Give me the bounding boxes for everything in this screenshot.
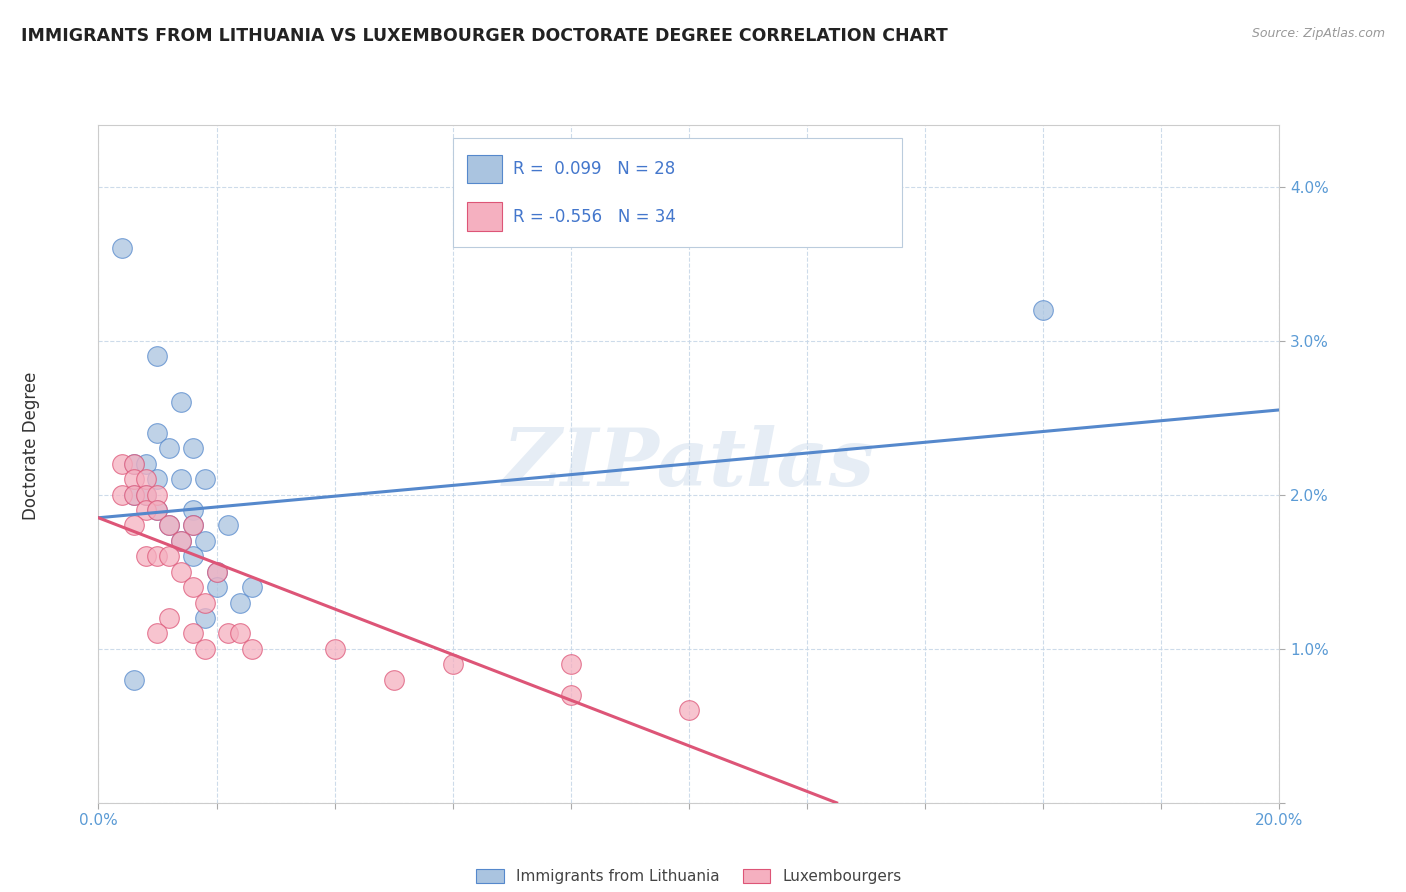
Point (122, 673, 145, 687)
Point (157, 549, 180, 564)
Point (1032, 302, 1054, 317)
Point (217, 626, 239, 640)
Point (229, 595, 252, 609)
Point (170, 533, 193, 548)
Point (111, 457, 134, 471)
Point (560, 657, 582, 672)
Point (217, 518, 239, 533)
Point (194, 472, 217, 486)
Point (146, 488, 169, 502)
Point (135, 549, 157, 564)
Point (122, 472, 145, 486)
Text: ZIPatlas: ZIPatlas (503, 425, 875, 502)
Point (194, 533, 217, 548)
Point (441, 657, 464, 672)
Point (194, 611, 217, 625)
Point (146, 349, 169, 363)
Point (122, 457, 145, 471)
Point (146, 503, 169, 517)
Point (170, 565, 193, 579)
Point (111, 241, 134, 255)
Point (157, 518, 180, 533)
Point (157, 611, 180, 625)
Text: Doctorate Degree: Doctorate Degree (22, 372, 39, 520)
Legend: Immigrants from Lithuania, Luxembourgers: Immigrants from Lithuania, Luxembourgers (470, 863, 908, 890)
Point (135, 488, 157, 502)
Point (111, 488, 134, 502)
Text: R =  0.099   N = 28: R = 0.099 N = 28 (513, 160, 675, 178)
Point (146, 626, 169, 640)
Point (157, 442, 180, 456)
Point (382, 673, 405, 687)
Point (194, 595, 217, 609)
Point (170, 533, 193, 548)
Point (678, 703, 700, 717)
Point (205, 565, 228, 579)
Point (181, 580, 204, 594)
Point (181, 549, 204, 564)
Point (122, 518, 145, 533)
Point (205, 580, 228, 594)
Point (157, 518, 180, 533)
Point (181, 518, 204, 533)
Point (135, 503, 157, 517)
Point (135, 488, 157, 502)
Text: Source: ZipAtlas.com: Source: ZipAtlas.com (1251, 27, 1385, 40)
Point (240, 580, 263, 594)
Point (122, 457, 145, 471)
Point (181, 626, 204, 640)
Point (560, 688, 582, 702)
Point (205, 565, 228, 579)
Point (323, 641, 346, 656)
Point (122, 488, 145, 502)
Point (146, 503, 169, 517)
Point (240, 641, 263, 656)
Point (170, 472, 193, 486)
Point (229, 626, 252, 640)
Point (181, 503, 204, 517)
Point (146, 549, 169, 564)
Text: R = -0.556   N = 34: R = -0.556 N = 34 (513, 208, 676, 226)
Point (194, 641, 217, 656)
Point (146, 472, 169, 486)
Point (135, 457, 157, 471)
Point (135, 472, 157, 486)
Point (181, 442, 204, 456)
Point (170, 395, 193, 409)
Point (146, 425, 169, 440)
Point (122, 488, 145, 502)
Point (181, 518, 204, 533)
Text: IMMIGRANTS FROM LITHUANIA VS LUXEMBOURGER DOCTORATE DEGREE CORRELATION CHART: IMMIGRANTS FROM LITHUANIA VS LUXEMBOURGE… (21, 27, 948, 45)
